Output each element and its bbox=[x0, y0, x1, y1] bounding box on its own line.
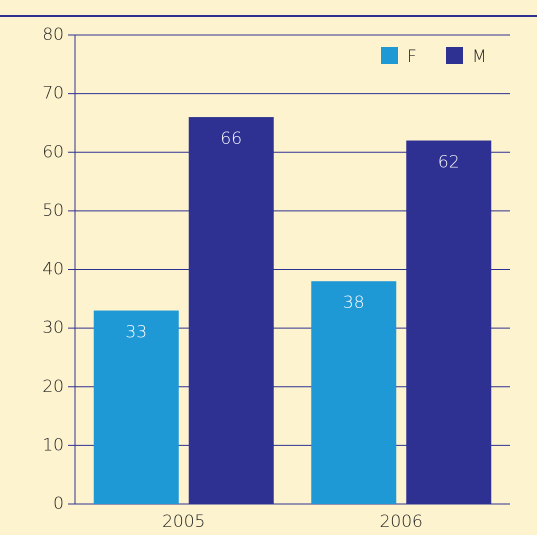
y-tick-label: 30 bbox=[42, 318, 64, 338]
y-tick-label: 10 bbox=[42, 435, 64, 455]
y-tick-label: 80 bbox=[42, 25, 64, 45]
bar bbox=[188, 117, 274, 504]
value-label: 33 bbox=[125, 323, 147, 343]
bar bbox=[93, 310, 179, 504]
y-tick-label: 20 bbox=[42, 377, 64, 397]
bar bbox=[311, 281, 397, 504]
legend-swatch bbox=[381, 47, 398, 64]
y-tick-label: 40 bbox=[42, 260, 64, 280]
value-label: 62 bbox=[438, 153, 460, 173]
value-label: 66 bbox=[220, 129, 242, 149]
legend-label: F bbox=[407, 47, 417, 67]
value-label: 38 bbox=[343, 293, 365, 313]
y-tick-label: 50 bbox=[42, 201, 64, 221]
bar bbox=[406, 140, 492, 504]
legend-swatch bbox=[446, 47, 463, 64]
x-tick-label: 2006 bbox=[380, 512, 423, 532]
y-tick-label: 70 bbox=[42, 84, 64, 104]
y-tick-label: 0 bbox=[53, 494, 64, 514]
y-tick-label: 60 bbox=[42, 142, 64, 162]
legend-label: M bbox=[472, 47, 487, 67]
x-tick-label: 2005 bbox=[162, 512, 205, 532]
